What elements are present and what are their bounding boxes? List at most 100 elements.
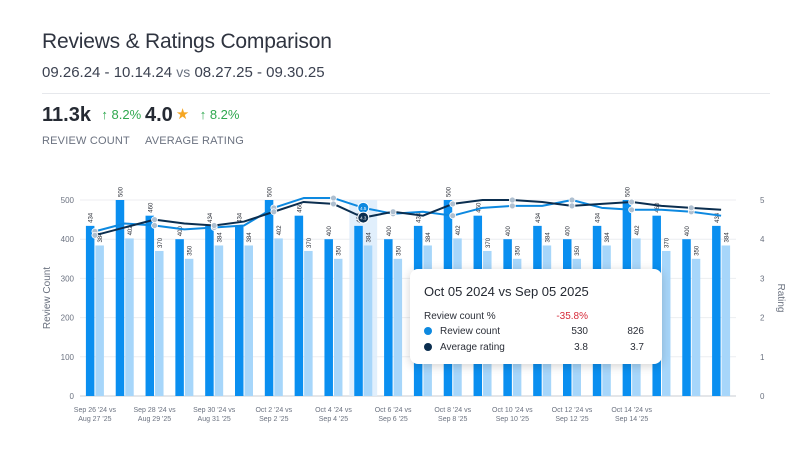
bar-data-label: 400 bbox=[685, 226, 691, 237]
tooltip-previous-value: 3.7 bbox=[630, 342, 644, 353]
kpi-label: REVIEW COUNT bbox=[42, 135, 130, 147]
x-tick-label: Oct 4 '24 vs bbox=[315, 407, 352, 414]
bar-current bbox=[85, 225, 95, 396]
chart-tooltip: Oct 05 2024 vs Sep 05 2025 Review count … bbox=[410, 269, 662, 364]
bar-data-label: 400 bbox=[566, 226, 572, 237]
bar-data-label: 384 bbox=[98, 232, 104, 243]
x-tick-label: Sep 26 '24 vs bbox=[74, 407, 117, 414]
line-point bbox=[508, 202, 516, 210]
kpi-change: ↑ 8.2% bbox=[200, 107, 240, 122]
bar-previous bbox=[184, 258, 194, 396]
bar-data-label: 350 bbox=[695, 245, 701, 256]
bar-data-label: 460 bbox=[476, 202, 482, 213]
line-point bbox=[449, 200, 457, 208]
highlight-marker bbox=[357, 211, 370, 224]
bar-data-label: 434 bbox=[536, 212, 542, 223]
bar-data-label: 434 bbox=[89, 212, 95, 223]
bar-previous bbox=[304, 250, 313, 396]
x-tick-label: Sep 2 '25 bbox=[259, 416, 288, 423]
bar-previous bbox=[393, 258, 403, 396]
x-tick-label: Oct 6 '24 vs bbox=[375, 407, 412, 414]
bar-data-label: 400 bbox=[327, 226, 333, 237]
bar-data-label: 350 bbox=[188, 245, 194, 256]
bar-data-label: 400 bbox=[387, 226, 393, 237]
x-tick-label: Aug 27 '25 bbox=[78, 416, 111, 423]
kpi-change-value: 8.2% bbox=[111, 107, 142, 122]
line-point bbox=[151, 216, 158, 224]
y-left-tick-label: 100 bbox=[61, 353, 75, 362]
x-tick-label: Oct 14 '24 vs bbox=[611, 407, 652, 414]
date-range-subtitle: 09.26.24 - 10.14.24 vs 08.27.25 - 09.30.… bbox=[42, 64, 325, 81]
bar-previous bbox=[155, 250, 164, 396]
bar-data-label: 460 bbox=[148, 202, 154, 213]
tooltip-current-value: 3.8 bbox=[574, 342, 588, 353]
line-point bbox=[151, 222, 158, 229]
vs-label: vs bbox=[176, 64, 191, 80]
highlight-band bbox=[349, 200, 378, 396]
bar-data-label: 384 bbox=[545, 232, 551, 243]
y-left-tick-label: 500 bbox=[61, 196, 75, 205]
x-tick-label: Oct 12 '24 vs bbox=[552, 407, 593, 414]
y-left-tick-label: 400 bbox=[61, 235, 75, 244]
bar-current bbox=[235, 225, 244, 396]
line-point bbox=[389, 208, 397, 216]
bar-current bbox=[354, 225, 363, 396]
bar-current bbox=[145, 215, 155, 396]
x-tick-label: Oct 10 '24 vs bbox=[492, 407, 533, 414]
legend-dot-icon bbox=[424, 343, 432, 351]
tooltip-change-label: Review count % bbox=[424, 311, 496, 322]
bar-data-label: 402 bbox=[456, 225, 462, 236]
highlight-marker-label: 4.5 bbox=[360, 206, 367, 211]
header-divider bbox=[42, 93, 770, 94]
y-left-axis-label: Review Count bbox=[42, 267, 53, 329]
bar-data-label: 500 bbox=[625, 186, 631, 197]
y-right-tick-label: 0 bbox=[760, 392, 765, 401]
x-tick-label: Sep 8 '25 bbox=[438, 416, 467, 423]
bar-data-label: 500 bbox=[118, 186, 124, 197]
tooltip-row-label: Review count bbox=[440, 326, 501, 337]
bar-current bbox=[175, 239, 184, 396]
arrow-up-icon: ↑ bbox=[101, 107, 108, 122]
bar-data-label: 434 bbox=[208, 212, 214, 223]
x-tick-label: Sep 10 '25 bbox=[496, 416, 529, 423]
kpi-review-count: 11.3k ↑ 8.2% REVIEW COUNT bbox=[42, 104, 141, 147]
bar-data-label: 370 bbox=[307, 237, 313, 248]
x-tick-label: Aug 31 '25 bbox=[198, 416, 231, 423]
bar-data-label: 384 bbox=[367, 232, 373, 243]
x-tick-label: Sep 30 '24 vs bbox=[193, 407, 236, 414]
bar-data-label: 434 bbox=[715, 212, 721, 223]
bar-current bbox=[712, 225, 721, 396]
bar-current bbox=[324, 239, 333, 396]
y-left-tick-label: 0 bbox=[70, 392, 75, 401]
y-right-tick-label: 5 bbox=[760, 196, 765, 205]
bar-data-label: 434 bbox=[417, 212, 423, 223]
x-tick-label: Aug 29 '25 bbox=[138, 416, 171, 423]
bar-data-label: 402 bbox=[128, 225, 134, 236]
tooltip-row-label: Average rating bbox=[440, 342, 505, 353]
tooltip-row-average-rating: Average rating 3.8 3.7 bbox=[424, 342, 654, 356]
x-tick-label: Sep 4 '25 bbox=[319, 416, 348, 423]
bar-data-label: 370 bbox=[158, 237, 164, 248]
kpi-average-rating: 4.0 ★ ↑ 8.2% AVERAGE RATING bbox=[145, 104, 244, 147]
tooltip-title: Oct 05 2024 vs Sep 05 2025 bbox=[424, 284, 589, 299]
bar-data-label: 460 bbox=[655, 202, 661, 213]
bar-previous bbox=[244, 245, 253, 396]
bar-data-label: 350 bbox=[337, 245, 343, 256]
tooltip-current-value: 530 bbox=[571, 326, 588, 337]
bar-data-label: 402 bbox=[277, 225, 283, 236]
line-average-rating bbox=[94, 199, 722, 237]
bar-previous bbox=[363, 245, 373, 396]
bar-data-label: 434 bbox=[596, 212, 602, 223]
bar-data-label: 500 bbox=[446, 186, 452, 197]
line-point bbox=[210, 222, 218, 229]
legend-dot-icon bbox=[424, 327, 432, 335]
tooltip-previous-value: 826 bbox=[627, 326, 644, 337]
kpi-value: 4.0 bbox=[145, 104, 173, 126]
kpi-change-value: 8.2% bbox=[209, 107, 240, 122]
x-tick-label: Oct 8 '24 vs bbox=[434, 407, 471, 414]
bar-current bbox=[264, 200, 274, 396]
tooltip-change-value: -35.8% bbox=[556, 311, 588, 322]
x-tick-label: Sep 6 '25 bbox=[378, 416, 407, 423]
x-tick-label: Sep 28 '24 vs bbox=[133, 407, 176, 414]
